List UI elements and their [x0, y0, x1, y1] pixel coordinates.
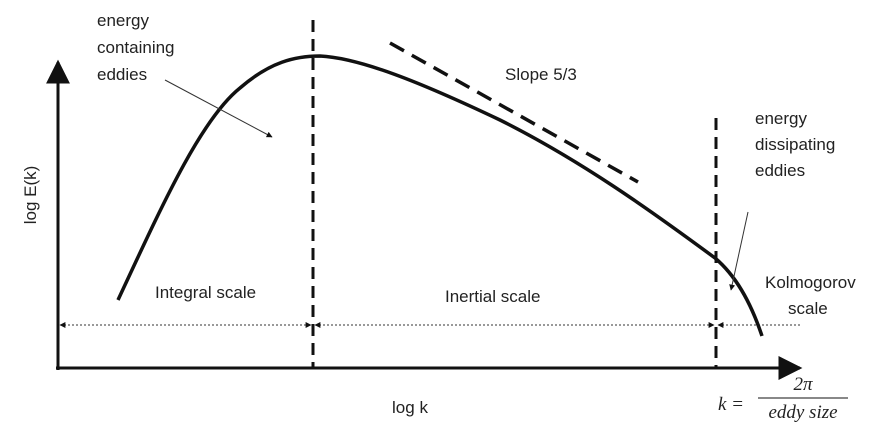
region-label: Inertial scale — [445, 287, 540, 306]
region-label: Integral scale — [155, 283, 256, 302]
annotation: energy dissipating eddies — [755, 109, 840, 180]
annotation-line: dissipating — [755, 135, 835, 154]
region-label-line: Kolmogorov — [765, 273, 856, 292]
x-axis-label: log k — [392, 398, 428, 417]
formula-lhs: k = — [718, 394, 744, 415]
annotation-line: energy — [755, 109, 807, 128]
slope-label: Slope 5/3 — [505, 65, 577, 84]
formula-denominator: eddy size — [768, 402, 837, 423]
spectrum-curve — [116, 54, 764, 337]
formula-numerator: 2π — [793, 374, 813, 395]
region-label-line: scale — [788, 299, 828, 318]
y-axis-label: log E(k) — [21, 166, 40, 225]
slope-line — [389, 41, 639, 184]
annotation-line: energy — [97, 11, 149, 30]
region-label: Kolmogorov scale — [765, 273, 860, 318]
pointer — [164, 79, 273, 138]
annotation: energy containing eddies — [97, 11, 179, 84]
pointer — [729, 211, 749, 291]
annotation-line: containing — [97, 38, 175, 57]
annotation-line: eddies — [755, 161, 805, 180]
annotation-line: eddies — [97, 65, 147, 84]
